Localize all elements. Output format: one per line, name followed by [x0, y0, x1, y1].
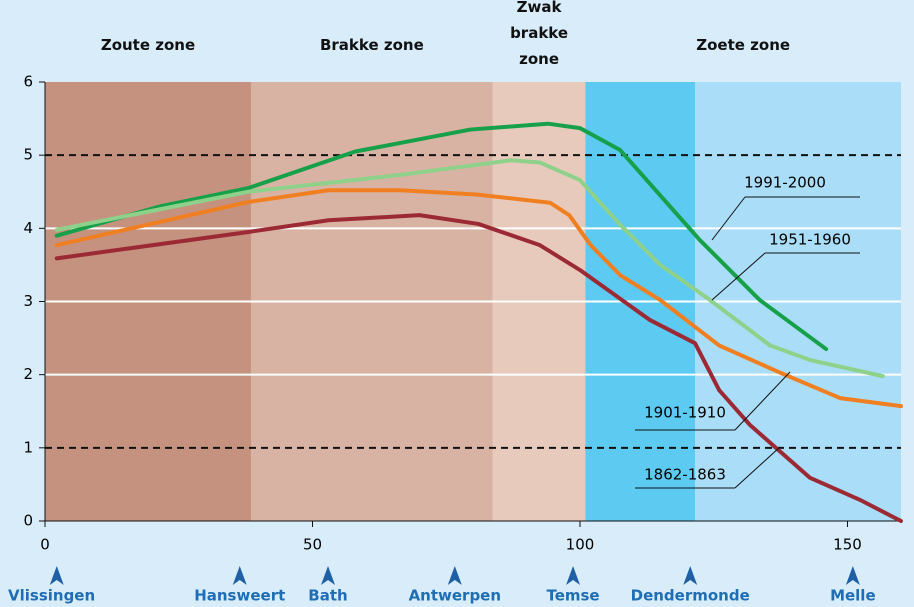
location-arrow: [232, 566, 247, 585]
legend-label: 1991-2000: [744, 174, 826, 192]
y-tick-label: 2: [23, 365, 33, 383]
location-label: Dendermonde: [631, 587, 750, 605]
location-arrow: [566, 566, 581, 585]
legend-leader: [734, 446, 781, 489]
location-arrow: [845, 566, 860, 585]
zone-label: Zoute zone: [100, 36, 196, 54]
location-arrow: [683, 566, 698, 585]
series-line: [54, 158, 885, 379]
location-label: Bath: [308, 587, 347, 605]
zone-label: Brakke zone: [319, 36, 424, 54]
y-tick-label: 5: [23, 146, 33, 164]
series-line: [54, 213, 903, 523]
y-tick-label: 0: [23, 512, 33, 530]
location-label: Temse: [546, 587, 599, 605]
zone-label: Zwak brakke zone: [510, 0, 569, 68]
legend-label: 1862-1863: [644, 466, 726, 484]
x-tick-label: 0: [40, 536, 50, 554]
location-label: Melle: [830, 587, 876, 605]
legend-leader: [711, 196, 746, 241]
y-tick-label: 1: [23, 438, 33, 456]
location-label: Vlissingen: [8, 587, 95, 605]
legend-leader: [734, 371, 791, 431]
location-arrow: [49, 566, 64, 585]
location-label: Hansweert: [194, 587, 285, 605]
y-tick-label: 3: [23, 292, 33, 310]
x-tick-label: 150: [833, 536, 862, 554]
y-tick-label: 6: [23, 73, 33, 91]
y-tick-label: 4: [23, 219, 33, 237]
series-line: [54, 188, 903, 409]
x-tick-label: 50: [303, 536, 322, 554]
x-tick-label: 100: [566, 536, 595, 554]
location-arrow: [447, 566, 462, 585]
location-arrow: [321, 566, 336, 585]
zone-label: Zoete zone: [696, 36, 791, 54]
legend-label: 1901-1910: [644, 404, 726, 422]
series-line: [54, 121, 829, 352]
legend-label: 1951-1960: [769, 231, 851, 249]
location-label: Antwerpen: [409, 587, 501, 605]
legend-leader: [711, 252, 766, 301]
